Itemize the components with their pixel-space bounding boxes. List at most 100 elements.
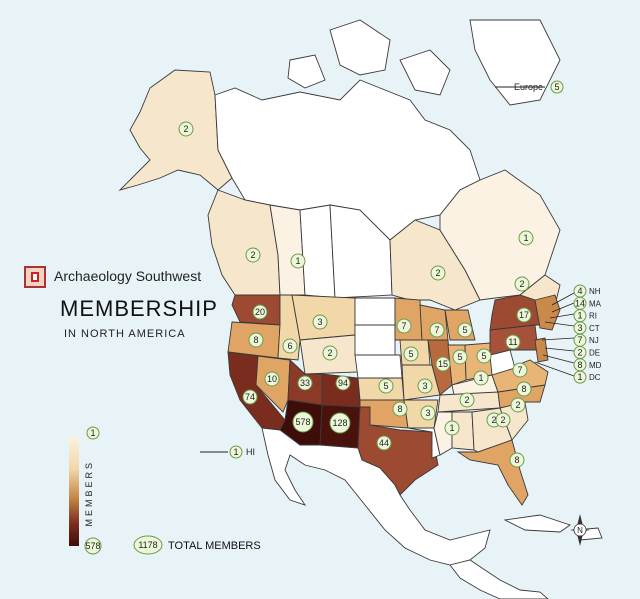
svg-text:DE: DE (589, 349, 600, 358)
region-ND (354, 297, 396, 326)
region-MN (394, 297, 423, 341)
svg-text:RI: RI (589, 312, 597, 321)
region-value-text: 5 (383, 381, 388, 391)
region-arctic-islands (329, 19, 391, 76)
region-value-text: 2 (500, 415, 505, 425)
callout-NH: 4 NH (573, 284, 601, 298)
region-ON (389, 219, 481, 311)
region-value-text: 8 (521, 384, 526, 394)
region-value-NS: 2 (514, 276, 530, 292)
archaeology-southwest-logo-icon (24, 266, 46, 288)
region-value-text: 1 (449, 423, 454, 433)
region-greenland (469, 19, 561, 106)
region-SK (299, 204, 336, 299)
region-value-text: 74 (245, 392, 255, 402)
region-value-text: 578 (295, 417, 310, 427)
region-value-MT: 3 (312, 314, 328, 330)
svg-text:14: 14 (575, 298, 585, 308)
region-central-america (449, 559, 549, 599)
region-arctic-islands-2 (399, 49, 451, 96)
region-value-IN: 5 (452, 349, 468, 365)
region-value-text: 2 (183, 124, 188, 134)
region-AK (118, 69, 233, 191)
region-value-text: 15 (438, 359, 448, 369)
region-value-text: 5 (408, 349, 413, 359)
region-BC (207, 189, 281, 296)
region-value-text: 2 (464, 395, 469, 405)
region-value-ON: 2 (430, 265, 446, 281)
compass-label: N (577, 526, 583, 535)
region-value-VA: 7 (512, 362, 528, 378)
region-value-text: 10 (267, 374, 277, 384)
region-value-text: 128 (332, 418, 347, 428)
region-value-text: 2 (519, 279, 524, 289)
svg-text:MD: MD (589, 361, 602, 370)
region-value-AZ: 578 (292, 411, 314, 433)
region-SD (354, 324, 396, 356)
region-value-text: 8 (397, 404, 402, 414)
svg-text:8: 8 (577, 360, 582, 370)
svg-text:NJ: NJ (589, 336, 599, 345)
region-value-OK: 8 (392, 401, 408, 417)
region-value-text: 6 (287, 341, 292, 351)
callout-NJ: 7 NJ (573, 333, 599, 347)
region-arctic-islands-3 (287, 54, 326, 89)
region-value-text: 3 (422, 381, 427, 391)
region-value-QC: 1 (518, 230, 534, 246)
callout-MA: 14 MA (573, 296, 602, 310)
total-members-label: TOTAL MEMBERS (168, 540, 261, 552)
region-value-text: 2 (515, 400, 520, 410)
region-value-text: 1 (523, 233, 528, 243)
region-value-text: 1 (478, 373, 483, 383)
region-value-TN: 2 (459, 392, 475, 408)
northeast-callouts: 4 NH 14 MA 1 RI 3 CT 7 NJ 2 DE 8 MD 1 DC (573, 284, 602, 384)
callout-RI: 1 RI (573, 309, 597, 323)
region-value-text: 5 (481, 351, 486, 361)
region-value-text: 2 (491, 415, 496, 425)
region-value-AR: 3 (420, 405, 436, 421)
callout-MD: 8 MD (573, 358, 602, 372)
svg-text:2: 2 (577, 348, 582, 358)
region-cuba (503, 514, 571, 533)
region-value-text: 7 (517, 365, 522, 375)
map-subheading: IN NORTH AMERICA (64, 328, 186, 340)
region-value-SC: 2 (510, 397, 526, 413)
region-value-text: 7 (434, 325, 439, 335)
region-value-TX: 44 (376, 435, 392, 451)
region-value-GA: 2 (495, 412, 511, 428)
svg-text:CT: CT (589, 324, 600, 333)
region-value-CO: 94 (335, 375, 351, 391)
svg-text:1: 1 (577, 311, 582, 321)
region-value-text: 8 (514, 455, 519, 465)
region-value-text: 2 (250, 250, 255, 260)
region-value-text: 5 (462, 325, 467, 335)
region-value-ID: 6 (282, 338, 298, 354)
region-value-NY: 17 (516, 307, 532, 323)
region-value-NV: 10 (264, 371, 280, 387)
callout-DE: 2 DE (573, 346, 600, 359)
callout-DC: 1 DC (573, 370, 601, 384)
region-value-text: 44 (379, 438, 389, 448)
region-value-OR: 8 (248, 332, 264, 348)
region-value-MN: 7 (396, 318, 412, 334)
region-value-AK: 2 (178, 121, 194, 137)
region-value-text: 2 (327, 348, 332, 358)
region-value-MI: 5 (457, 322, 473, 338)
region-NY (489, 294, 541, 331)
svg-text:4: 4 (577, 286, 582, 296)
region-value-UT: 33 (297, 375, 313, 391)
svg-text:1: 1 (577, 372, 582, 382)
organization-name: Archaeology Southwest (54, 268, 202, 284)
region-value-text: 17 (519, 310, 529, 320)
region-value-text: 20 (255, 307, 265, 317)
region-value-OH: 5 (476, 348, 492, 364)
region-value-text: 7 (401, 321, 406, 331)
region-value-MS: 1 (444, 420, 460, 436)
region-value-text: 11 (508, 337, 517, 347)
region-value-AB: 1 (290, 253, 306, 269)
northeast-leaders (534, 292, 575, 377)
region-value-text: 3 (425, 408, 430, 418)
